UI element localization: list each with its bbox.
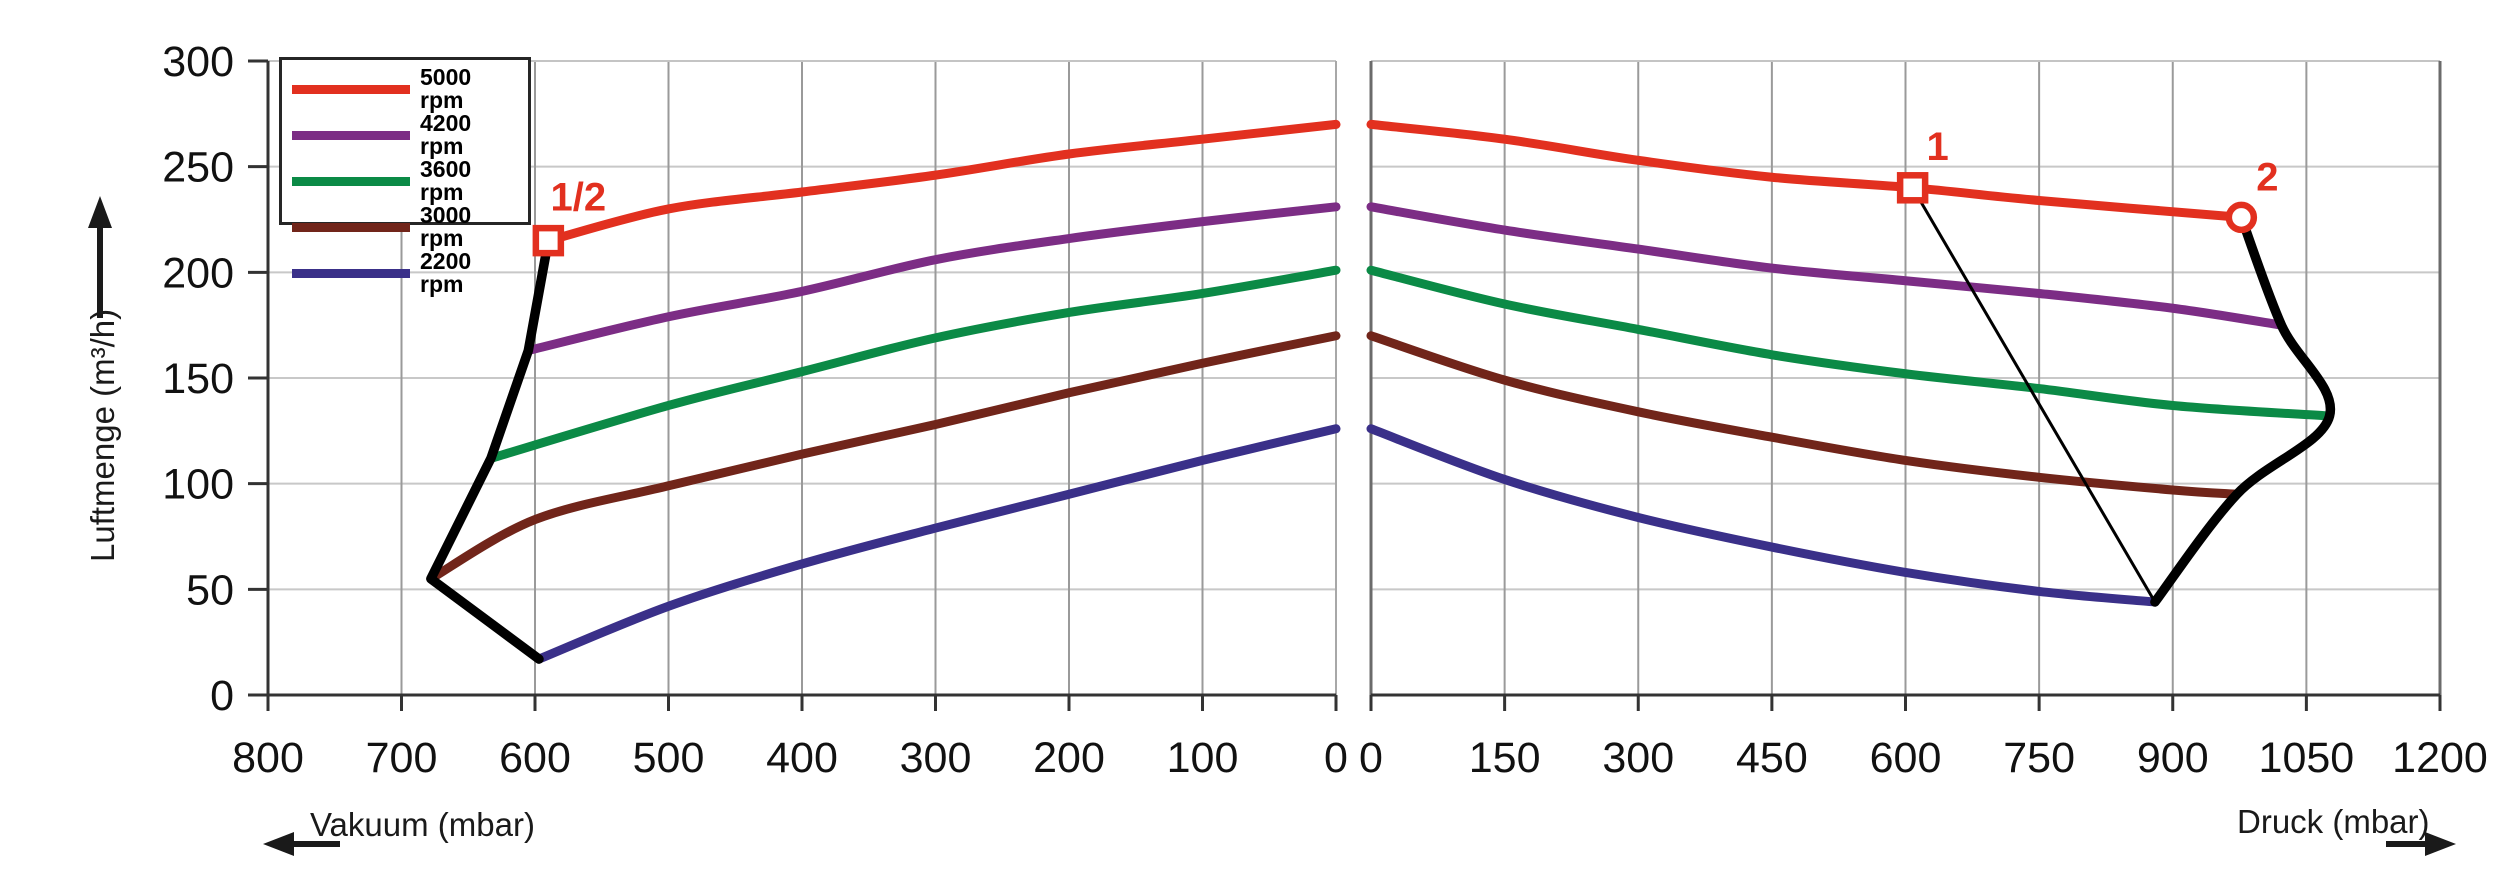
x-tick-label-vakuum: 300 <box>900 734 972 782</box>
x-tick-label-druck: 450 <box>1736 734 1808 782</box>
x-tick-label-druck: 900 <box>2137 734 2209 782</box>
series-line-2200-rpm-vakuum <box>534 424 1341 664</box>
point-markers: 1/2 1 2 <box>532 125 2278 257</box>
x-tick-label-vakuum: 700 <box>366 734 438 782</box>
druck-reference-line <box>1911 187 2157 603</box>
x-tick-label-vakuum: 500 <box>633 734 705 782</box>
legend-swatch-4200-rpm <box>292 130 410 140</box>
left-arrow-icon <box>263 832 294 856</box>
series-line-3600-rpm-vakuum <box>486 265 1341 463</box>
series-line-4200-rpm-druck <box>1366 202 2286 330</box>
x-tick-label-druck: 750 <box>2003 734 2075 782</box>
legend-label: 2200 rpm <box>420 248 472 297</box>
x-tick-label-druck: 0 <box>1359 734 1383 782</box>
marker-label: 2 <box>2256 155 2278 199</box>
series-line-5000-rpm-druck <box>1366 119 2246 222</box>
y-tick-label: 0 <box>210 672 234 720</box>
series-curves <box>426 119 2335 664</box>
series-line-3600-rpm-druck <box>1366 265 2335 421</box>
x-axis-label-druck: Druck (mbar) <box>2237 803 2430 840</box>
series-line-3000-rpm-druck <box>1366 331 2242 499</box>
x-tick-label-druck: 1200 <box>2392 734 2488 782</box>
legend-label: 3600 rpm <box>420 156 472 205</box>
legend-swatch-5000-rpm <box>292 84 410 94</box>
legend-item-3600-rpm: 3600 rpm <box>292 158 518 204</box>
legend: 5000 rpm 4200 rpm 3600 rpm 3000 rpm 2200 rpm <box>279 57 531 296</box>
y-tick-label: 250 <box>162 144 234 192</box>
axis-arrows <box>88 196 2456 856</box>
series-line-2200-rpm-druck <box>1366 424 2160 607</box>
y-tick-label: 100 <box>162 461 234 509</box>
series-line-4200-rpm-vakuum <box>523 202 1341 356</box>
legend-label: 5000 rpm <box>420 64 472 113</box>
x-tick-label-vakuum: 600 <box>499 734 571 782</box>
x-tick-label-druck: 1050 <box>2259 734 2355 782</box>
right-arrow-icon <box>2425 832 2456 856</box>
up-arrow-icon <box>88 196 112 228</box>
x-tick-label-vakuum: 200 <box>1033 734 1105 782</box>
legend-item-3000-rpm: 3000 rpm <box>292 204 518 250</box>
operating-envelope <box>426 187 2336 664</box>
legend-item-5000-rpm: 5000 rpm <box>292 66 518 112</box>
marker-label: 1/2 <box>551 176 607 220</box>
legend-swatch-3000-rpm <box>292 222 410 232</box>
legend-label: 3000 rpm <box>420 202 472 251</box>
legend-label: 4200 rpm <box>420 110 472 159</box>
y-tick-label: 200 <box>162 249 234 297</box>
x-tick-label-vakuum: 0 <box>1324 734 1348 782</box>
vakuum-limit-line <box>426 235 554 664</box>
series-line-3000-rpm-vakuum <box>426 331 1341 584</box>
y-tick-label: 300 <box>162 38 234 86</box>
y-tick-label: 50 <box>186 566 234 614</box>
y-tick-label: 150 <box>162 355 234 403</box>
marker-label: 1 <box>1927 125 1949 169</box>
y-axis-label: Luftmenge (m³/h) <box>84 308 121 562</box>
x-tick-label-druck: 600 <box>1870 734 1942 782</box>
legend-item-2200-rpm: 2200 rpm <box>292 250 518 296</box>
legend-swatch-3600-rpm <box>292 176 410 186</box>
x-axis-label-vakuum: Vakuum (mbar) <box>310 806 535 843</box>
x-tick-label-vakuum: 100 <box>1167 734 1239 782</box>
marker-square-1/2 <box>532 224 565 257</box>
marker-square-1 <box>1896 172 1929 204</box>
series-line-5000-rpm-vakuum <box>543 119 1341 246</box>
legend-swatch-2200-rpm <box>292 268 410 278</box>
x-tick-label-vakuum: 400 <box>766 734 838 782</box>
x-tick-label-druck: 300 <box>1602 734 1674 782</box>
legend-item-4200-rpm: 4200 rpm <box>292 112 518 158</box>
druck-limit-line <box>2150 212 2336 607</box>
x-tick-label-druck: 150 <box>1469 734 1541 782</box>
marker-circle-2 <box>2225 201 2258 234</box>
x-tick-label-vakuum: 800 <box>232 734 304 782</box>
